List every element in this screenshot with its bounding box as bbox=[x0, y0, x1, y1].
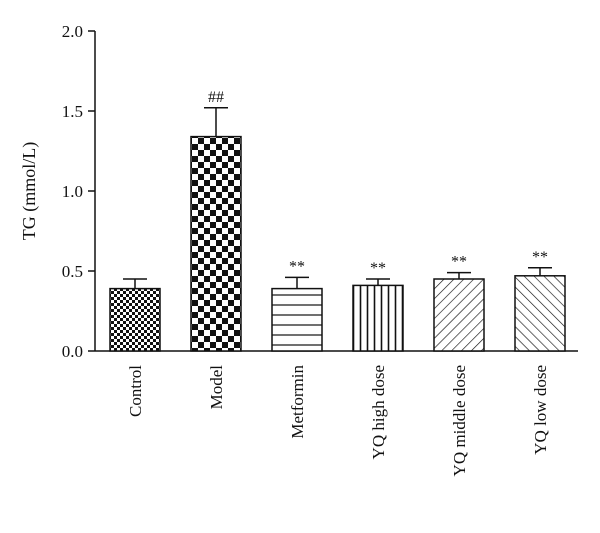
annotation-2: ** bbox=[289, 258, 305, 275]
error-bars-group bbox=[123, 107, 552, 289]
bar-1 bbox=[190, 135, 242, 352]
category-label-5: YQ low dose bbox=[531, 365, 550, 455]
category-label-1: Model bbox=[207, 365, 226, 410]
annotation-5: ** bbox=[532, 249, 548, 266]
annotation-3: ** bbox=[370, 260, 386, 277]
bar-0 bbox=[109, 287, 161, 352]
bar-5 bbox=[514, 275, 566, 352]
annotations-group: ## ** ** ** ** bbox=[208, 89, 548, 277]
y-tick-label-2: 1.0 bbox=[62, 182, 83, 201]
y-tick-label-0: 0.0 bbox=[62, 342, 83, 361]
y-axis-title: TG (mmol/L) bbox=[19, 142, 40, 240]
category-label-0: Control bbox=[126, 365, 145, 417]
bar-2 bbox=[271, 287, 323, 352]
y-tick-label-3: 1.5 bbox=[62, 102, 83, 121]
category-label-4: YQ middle dose bbox=[450, 365, 469, 476]
category-labels-group: Control Model Metformin YQ high dose YQ midd… bbox=[126, 365, 550, 477]
y-tick-label-1: 0.5 bbox=[62, 262, 83, 281]
y-axis: 0.0 0.5 1.0 1.5 2.0 bbox=[62, 22, 96, 361]
category-label-2: Metformin bbox=[288, 365, 307, 439]
bars-group bbox=[109, 135, 566, 352]
y-tick-label-4: 2.0 bbox=[62, 22, 83, 41]
bar-3 bbox=[352, 284, 404, 352]
bar-4 bbox=[433, 278, 485, 352]
category-label-3: YQ high dose bbox=[369, 365, 388, 459]
annotation-4: ** bbox=[451, 254, 467, 271]
annotation-1: ## bbox=[208, 89, 224, 106]
